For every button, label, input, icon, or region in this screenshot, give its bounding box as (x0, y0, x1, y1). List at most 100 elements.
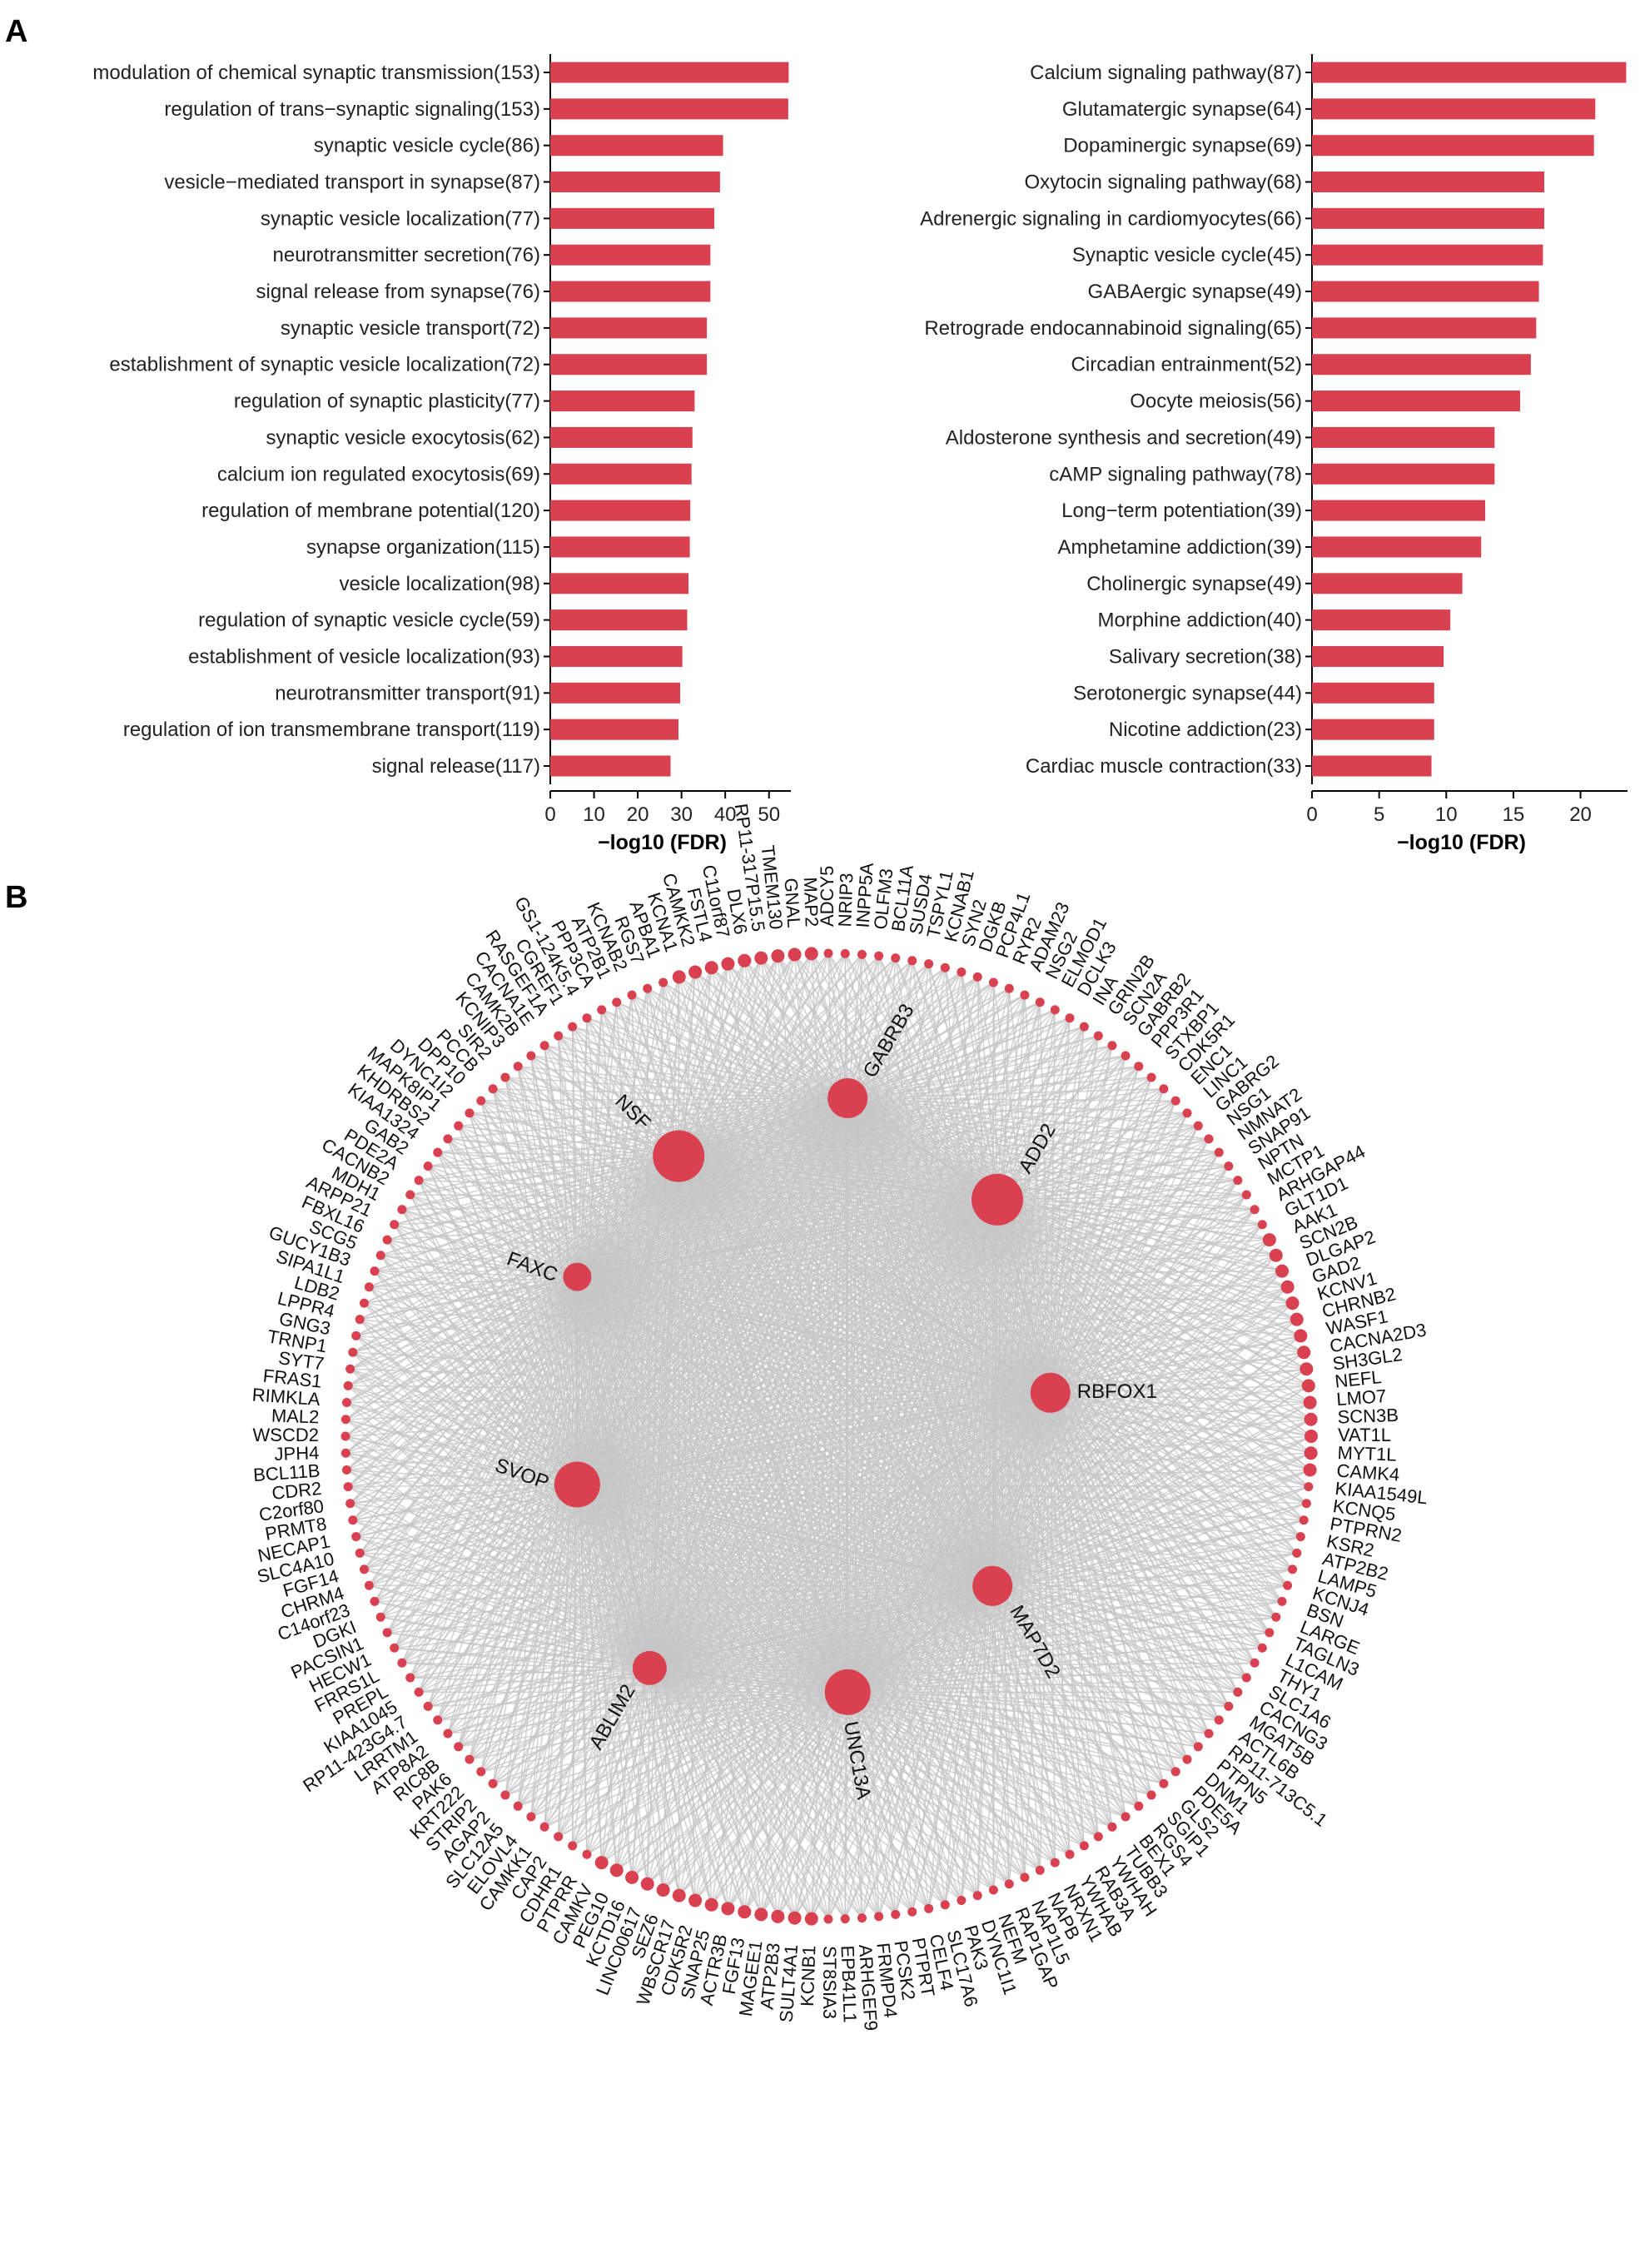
peripheral-node (823, 948, 833, 958)
network-edge (649, 1166, 1230, 1669)
kegg-enrichment-bar-chart: Calcium signaling pathway(87) Glutamaterg… (920, 54, 1628, 854)
network-edge (350, 1368, 650, 1669)
x-tick-label: 40 (714, 803, 737, 826)
peripheral-node (940, 1900, 950, 1910)
network-edge (847, 1351, 1305, 1694)
peripheral-node-label: NEFL (1334, 1366, 1383, 1392)
hub-edge (847, 1585, 993, 1694)
bar (1312, 645, 1444, 667)
peripheral-node (1301, 1379, 1315, 1393)
network-edge (345, 1469, 650, 1669)
network-edge (1050, 1392, 1311, 1420)
network-edge (991, 1335, 1301, 1587)
network-edge (601, 1691, 848, 1863)
category-label: Calcium signaling pathway(87) (1030, 62, 1302, 84)
bar (1312, 135, 1594, 157)
network-edge (847, 1519, 1305, 1694)
peripheral-node (1182, 1108, 1192, 1118)
network-edge (847, 1017, 1071, 1693)
hub-edge (847, 1097, 993, 1587)
hub-edge (577, 1484, 993, 1587)
network-edge (847, 1677, 1247, 1694)
network-edge (544, 1045, 579, 1277)
peripheral-node (771, 1909, 785, 1923)
category-label: Oxytocin signaling pathway(68) (1024, 172, 1302, 194)
x-tick-label: 0 (544, 803, 555, 826)
network-edge (991, 1401, 1310, 1587)
hub-edge (649, 1156, 679, 1669)
network-edge (504, 1691, 848, 1796)
network-edge (631, 994, 848, 1099)
network-edge (847, 1255, 1277, 1693)
peripheral-node-label: ADCY5 (817, 866, 837, 927)
bar (550, 135, 723, 157)
category-label: regulation of synaptic plasticity(77) (234, 390, 540, 413)
bar (1312, 354, 1531, 376)
network-edge (517, 1066, 651, 1669)
network-edge (364, 1569, 848, 1694)
network-edge (996, 1017, 1071, 1201)
peripheral-node (640, 1877, 654, 1891)
network-edge (647, 1691, 848, 1885)
network-edge (992, 1585, 1263, 1649)
network-edge (447, 1138, 651, 1669)
peripheral-node-label: NRIP3 (834, 873, 857, 928)
peripheral-node (382, 1235, 392, 1245)
peripheral-node (1250, 1205, 1260, 1215)
network-edge (694, 972, 848, 1693)
network-edge (760, 957, 848, 1099)
bar (550, 98, 788, 120)
peripheral-node-label: GNAL (780, 878, 804, 929)
peripheral-node (612, 997, 622, 1007)
network-edge (991, 1585, 1113, 1828)
peripheral-node (1193, 1742, 1203, 1752)
network-edge (355, 1335, 848, 1694)
network-edge (345, 1419, 650, 1669)
network-edge (576, 1002, 1041, 1278)
peripheral-node (1288, 1564, 1298, 1574)
category-label: Circadian entrainment(52) (1071, 354, 1302, 376)
network-edge (991, 1017, 1071, 1586)
peripheral-node (721, 957, 735, 971)
network-edge (649, 1668, 729, 1909)
peripheral-node (423, 1161, 433, 1171)
peripheral-node (1269, 1248, 1283, 1262)
network-edge (992, 982, 998, 1200)
peripheral-node-label: INPP5A (852, 862, 877, 928)
peripheral-node (988, 1885, 998, 1895)
network-edge (419, 1667, 650, 1694)
peripheral-node (924, 959, 934, 969)
bar (1312, 317, 1537, 339)
peripheral-node (382, 1628, 392, 1638)
peripheral-node (351, 1532, 361, 1542)
peripheral-node (988, 977, 998, 987)
peripheral-node (1004, 1879, 1014, 1889)
peripheral-node (348, 1515, 358, 1525)
peripheral-node (627, 990, 637, 1000)
peripheral-node (597, 1005, 607, 1015)
peripheral-node (414, 1176, 424, 1186)
x-tick-label: 15 (1503, 803, 1525, 826)
network-edge (363, 1302, 848, 1694)
peripheral-node (1050, 1005, 1060, 1015)
category-label: Cardiac muscle contraction(33) (1026, 755, 1302, 778)
peripheral-node (874, 951, 884, 961)
peripheral-node (554, 1031, 564, 1041)
network-edge (991, 1180, 1239, 1587)
peripheral-node (443, 1728, 453, 1738)
hub-node (1030, 1372, 1071, 1413)
network-edge (649, 1255, 1277, 1669)
bar (550, 463, 692, 485)
category-label: synapse organization(115) (306, 536, 540, 559)
network-edge (458, 1667, 650, 1748)
network-edge (517, 1484, 579, 1807)
network-edge (991, 1585, 1176, 1773)
network-edge (355, 1335, 578, 1485)
network-edge (911, 1585, 993, 1912)
peripheral-node (341, 1465, 351, 1475)
peripheral-node (1214, 1147, 1224, 1157)
network-edge (576, 1276, 913, 1912)
network-edge (359, 1318, 993, 1587)
bar (1312, 719, 1434, 740)
